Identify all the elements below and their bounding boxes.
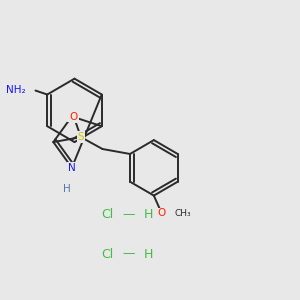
Text: Cl: Cl	[101, 248, 113, 260]
Text: N: N	[68, 111, 76, 122]
Text: CH₃: CH₃	[175, 209, 191, 218]
Text: O: O	[70, 112, 78, 122]
Text: Cl: Cl	[101, 208, 113, 221]
Text: H: H	[63, 184, 71, 194]
Text: —: —	[122, 208, 135, 221]
Text: H: H	[143, 248, 153, 260]
Text: H: H	[143, 208, 153, 221]
Text: N: N	[68, 163, 76, 173]
Text: O: O	[158, 208, 166, 218]
Text: NH₂: NH₂	[6, 85, 26, 94]
Text: S: S	[78, 132, 84, 142]
Text: —: —	[122, 248, 135, 260]
